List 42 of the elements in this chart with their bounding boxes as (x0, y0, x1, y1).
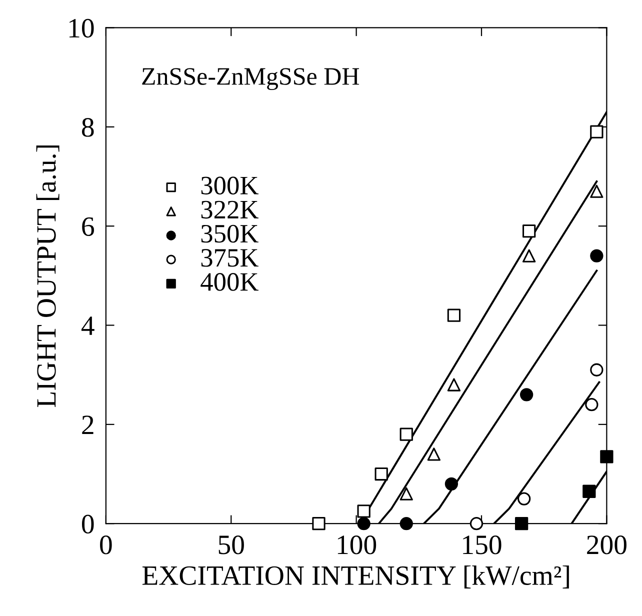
point (520, 388, 534, 402)
point (517, 492, 531, 506)
point (400, 487, 413, 500)
legend-label: 300K (201, 176, 258, 194)
point (585, 398, 598, 412)
point (522, 224, 536, 238)
point (590, 184, 604, 198)
y-tick-label: 0 (82, 514, 94, 534)
x-tick-label: 50 (218, 536, 244, 554)
point (590, 249, 604, 262)
point (514, 517, 528, 530)
point (590, 363, 604, 376)
y-tick-label: 8 (82, 118, 94, 137)
point (600, 450, 614, 464)
x-axis-title: EXCITATION INTENSITY [kW/cm²] (142, 565, 569, 588)
y-axis-title: LIGHT OUTPUT [a.u.] (36, 146, 60, 408)
y-tick-label: 6 (82, 217, 94, 236)
point (447, 308, 461, 322)
x-tick-label: 200 (587, 536, 626, 554)
point (400, 517, 413, 530)
point (400, 428, 413, 441)
y-tick-label: 10 (69, 18, 94, 38)
annotation: ZnSSe-ZnMgSSe DH (142, 68, 360, 90)
x-tick-label: 0 (100, 536, 112, 554)
x-tick-label: 150 (463, 536, 502, 554)
legend-label: 350K (201, 224, 258, 243)
point (447, 378, 461, 392)
point (590, 125, 604, 138)
legend-label: 375K (201, 249, 258, 267)
point (444, 477, 458, 491)
point (374, 467, 388, 481)
y-tick-label: 2 (82, 416, 94, 434)
legend-label: 322K (201, 200, 258, 219)
legend-label: 400K (200, 273, 258, 291)
point (427, 448, 441, 461)
point (312, 517, 326, 530)
y-tick-label: 4 (81, 316, 94, 335)
point (582, 484, 596, 498)
x-tick-label: 100 (338, 536, 376, 554)
point (357, 504, 370, 518)
point (522, 249, 536, 262)
point (470, 517, 484, 530)
